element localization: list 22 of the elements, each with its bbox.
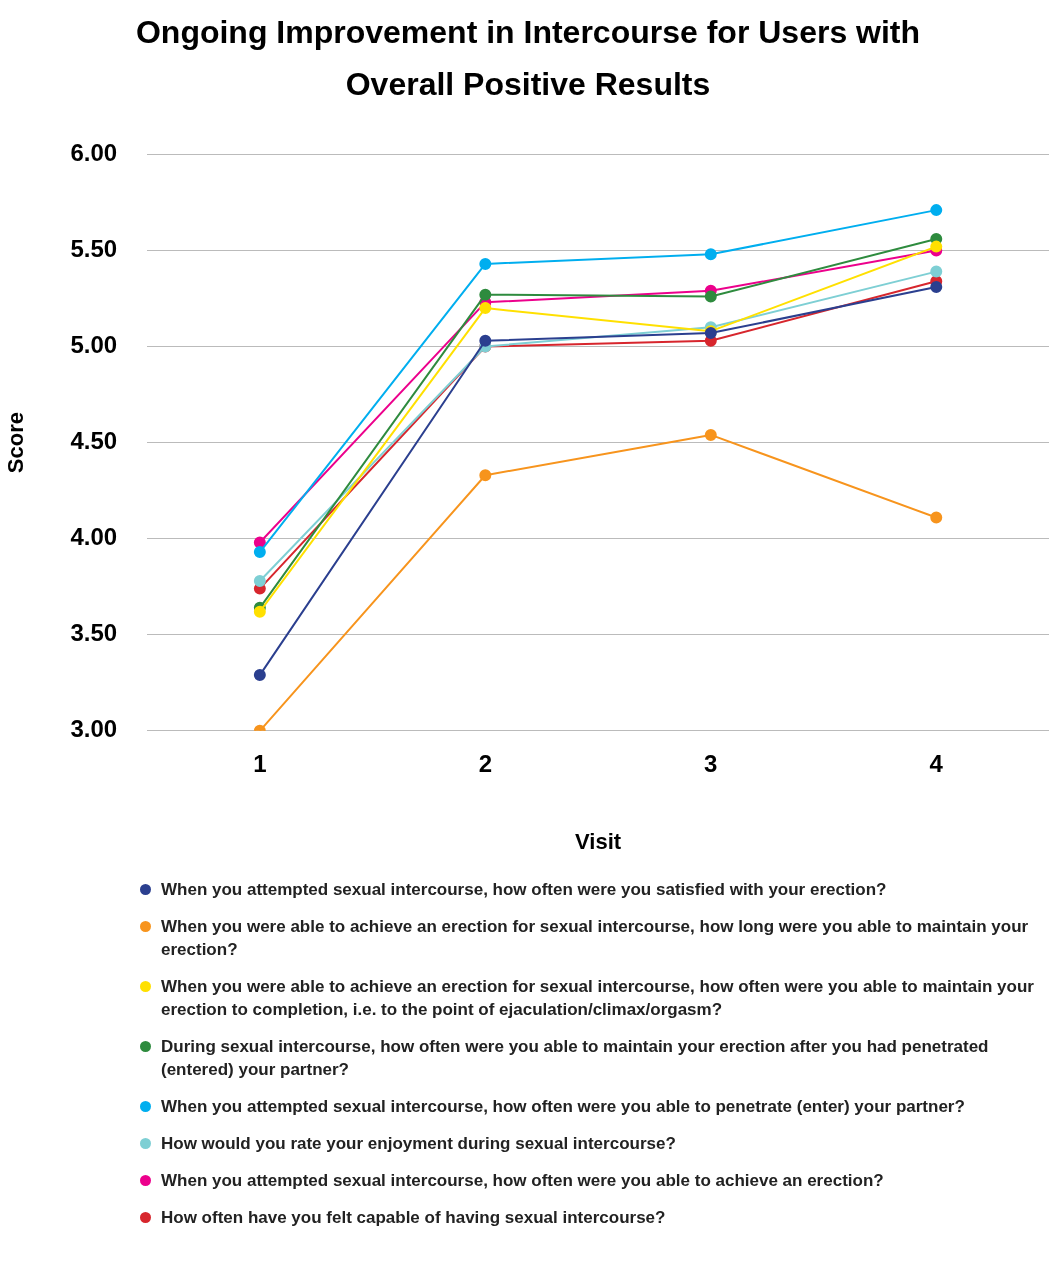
legend-label: When you attempted sexual intercourse, how often were you able to achieve an erection? (161, 1170, 884, 1192)
legend-label: During sexual intercourse, how often were you able to maintain your erection after you had penetrated (entered) your partner? (161, 1036, 990, 1081)
x-tick-label: 1 (253, 749, 267, 777)
y-tick-label: 4.50 (70, 427, 118, 455)
y-tick-label: 3.50 (70, 619, 118, 647)
y-tick-label: 3.00 (70, 715, 118, 743)
legend-label: When you attempted sexual intercourse, how often were you able to penetrate (enter) your partner? (161, 1096, 965, 1118)
x-tick-label: 3 (704, 749, 718, 777)
legend-label: When you attempted sexual intercourse, how often were you satisfied with your erection? (161, 879, 887, 901)
x-tick-label: 4 (929, 749, 944, 777)
chart-title: Ongoing Improvement in Intercourse for Users with Overall Positive Results (134, 13, 922, 104)
y-axis-title: Score (3, 412, 29, 474)
legend-label: How often have you felt capable of having sexual intercourse? (161, 1207, 666, 1229)
legend-label: When you were able to achieve an erection for sexual intercourse, how long were you able to maintain your erection? (161, 916, 1030, 961)
x-tick-label: 2 (478, 749, 492, 777)
y-tick-label: 6.00 (70, 139, 118, 167)
y-tick-label: 5.00 (70, 331, 118, 359)
legend-label: When you were able to achieve an erection for sexual intercourse, how often were you able to maintain your erection to completion, i.e. to the point of ejaculation/climax/orgasm? (161, 976, 1035, 1021)
legend-label: How would you rate your enjoyment during sexual intercourse? (161, 1133, 676, 1155)
x-axis-title: Visit (575, 828, 622, 854)
y-tick-label: 4.00 (70, 523, 118, 551)
y-tick-label: 5.50 (70, 235, 118, 263)
